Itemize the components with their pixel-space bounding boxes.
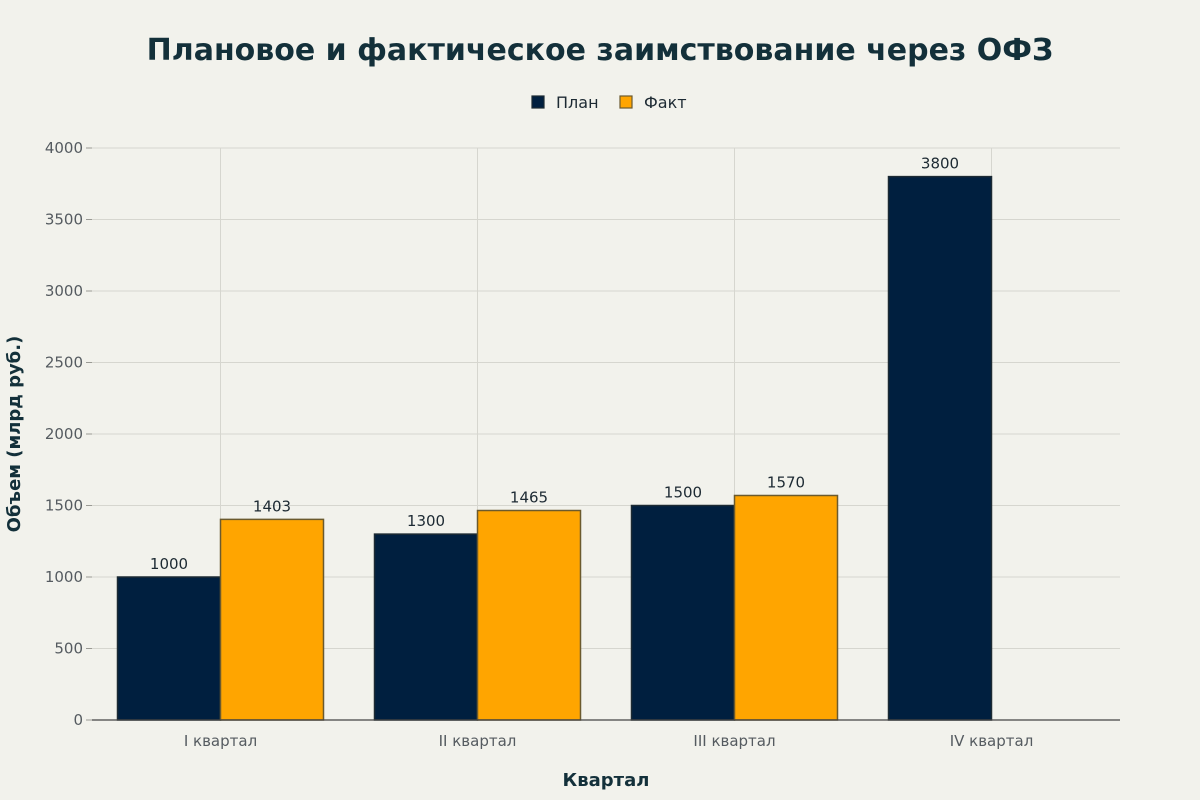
bar-value-label: 1570	[767, 473, 805, 491]
x-tick-label: I квартал	[184, 732, 257, 750]
legend-label: Факт	[644, 93, 687, 112]
bar-value-label: 1403	[253, 497, 291, 515]
x-tick-label: II квартал	[439, 732, 517, 750]
y-axis-ticks: 0 500 1000 1500 2000 2500 3000 3500 4000	[45, 139, 92, 729]
y-tick-label: 2000	[45, 425, 83, 443]
legend-swatch	[531, 95, 545, 109]
bar	[116, 576, 222, 721]
x-axis-title: Квартал	[563, 770, 650, 791]
data-labels: 1000 1300 1500 3800 1403 1465 1570	[150, 155, 959, 573]
y-tick-label: 3500	[45, 211, 83, 229]
bar-value-label: 1465	[510, 489, 548, 507]
bars	[116, 175, 993, 721]
x-axis-ticks: I квартал II квартал III квартал IV квартал	[184, 732, 1033, 750]
y-tick-label: 1000	[45, 568, 83, 586]
y-tick-label: 3000	[45, 282, 83, 300]
bar	[476, 509, 582, 721]
y-tick-label: 500	[54, 640, 83, 658]
y-tick-label: 2500	[45, 354, 83, 372]
x-tick-label: IV квартал	[950, 732, 1034, 750]
bar-value-label: 1300	[407, 512, 445, 530]
bar	[733, 494, 839, 721]
bar-value-label: 1500	[664, 484, 702, 502]
y-axis-title: Объем (млрд руб.)	[4, 336, 25, 533]
y-tick-label: 4000	[45, 139, 83, 157]
y-tick-label: 1500	[45, 497, 83, 515]
bar	[219, 518, 325, 721]
bar	[630, 504, 736, 721]
x-tick-label: III квартал	[693, 732, 775, 750]
bar-value-label: 3800	[921, 155, 959, 173]
y-tick-label: 0	[73, 711, 83, 729]
bar	[373, 533, 479, 721]
bar-value-label: 1000	[150, 555, 188, 573]
legend-item: План	[531, 93, 599, 112]
chart-title: Плановое и фактическое заимствование чер…	[147, 33, 1054, 68]
bar	[887, 175, 993, 721]
legend-label: План	[556, 93, 599, 112]
legend-item: Факт	[619, 93, 687, 112]
legend-swatch	[619, 95, 633, 109]
legend: План Факт	[531, 93, 687, 112]
